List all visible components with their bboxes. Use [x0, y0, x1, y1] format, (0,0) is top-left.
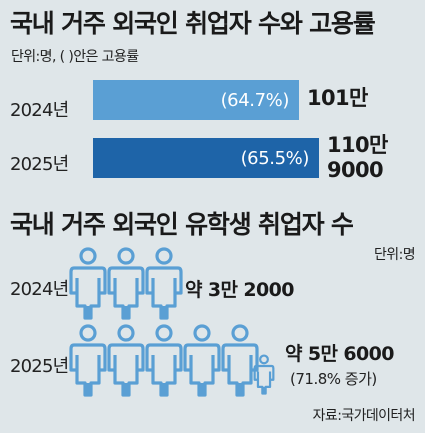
section-title: 국내 거주 외국인 유학생 취업자 수: [10, 210, 354, 239]
unit-note-2: 단위:명: [374, 247, 416, 263]
person-icon: [221, 324, 259, 397]
count-label-2025: 약 5만 6000: [285, 343, 395, 365]
rate-label-2025: (65.5%): [240, 148, 310, 169]
year-label-2024: 2024년: [10, 100, 69, 121]
unit-note: 단위:명, ( )안은 고용률: [11, 49, 139, 65]
person-icon: [107, 324, 145, 397]
person-icon: [145, 324, 183, 397]
growth-label-2025: (71.8% 증가): [290, 370, 377, 388]
value-label-2025: 110만 9000: [327, 133, 388, 182]
source-note: 자료:국가데이터처: [312, 408, 416, 424]
person-icon: [69, 324, 107, 397]
year-label-2025-students: 2025년: [10, 356, 69, 377]
small-person-icon: [253, 354, 275, 395]
year-label-2024-students: 2024년: [10, 279, 69, 300]
person-icon: [107, 247, 145, 320]
chart-title: 국내 거주 외국인 취업자 수와 고용률: [10, 9, 376, 38]
bar-2025: [93, 138, 319, 178]
bar-2024: [93, 80, 299, 120]
count-label-2024: 약 3만 2000: [185, 279, 295, 301]
person-icon: [145, 247, 183, 320]
person-icon: [69, 247, 107, 320]
person-icon: [183, 324, 221, 397]
rate-label-2024: (64.7%): [220, 90, 290, 111]
year-label-2025: 2025년: [10, 154, 69, 175]
value-label-2024: 101만: [307, 86, 368, 110]
